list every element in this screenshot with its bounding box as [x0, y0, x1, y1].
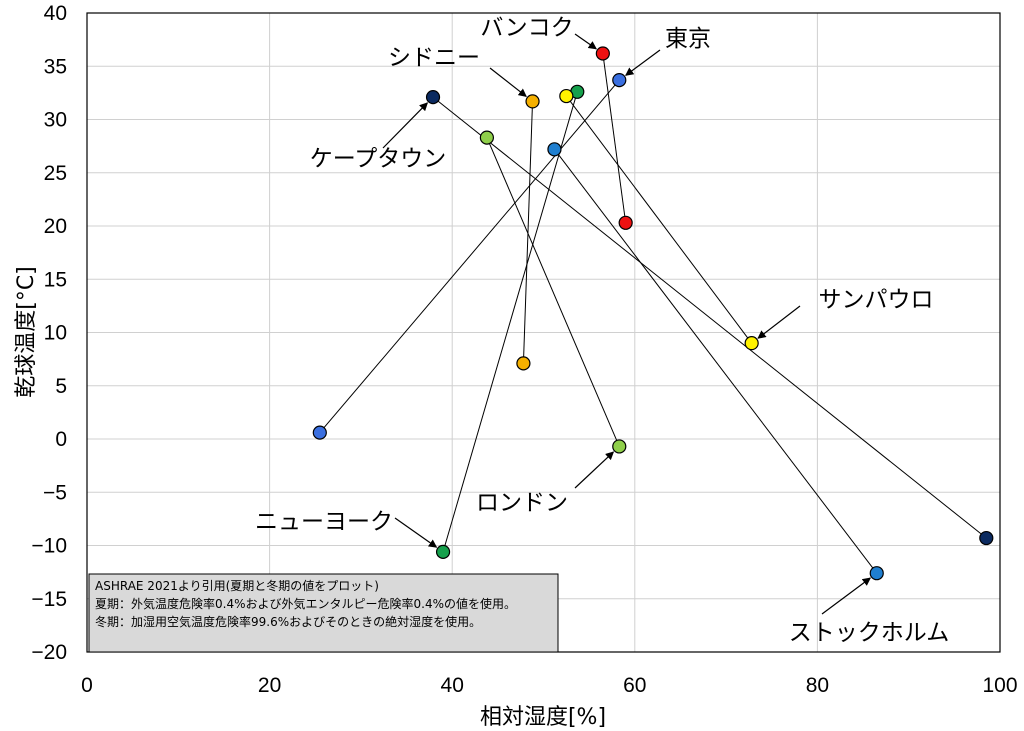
x-tick-label: 0 — [81, 674, 93, 697]
note-line-1: ASHRAE 2021より引用(夏期と冬期の値をプロット) — [95, 578, 379, 593]
label-arrow — [821, 577, 872, 615]
y-tick-label: 20 — [44, 215, 67, 238]
connector-line — [319, 79, 620, 433]
label-arrow — [625, 49, 661, 76]
label-arrow — [382, 102, 429, 149]
y-tick-label: −5 — [43, 481, 67, 504]
data-point-summer — [547, 142, 562, 157]
connector-line — [432, 96, 987, 539]
data-point-winter — [435, 544, 451, 559]
data-point-winter — [979, 530, 994, 546]
connector-lines — [319, 53, 987, 574]
data-point-winter — [744, 336, 759, 351]
city-label: ニューヨーク — [255, 509, 393, 535]
data-point-summer — [525, 94, 540, 109]
x-tick-label: 60 — [623, 674, 646, 697]
city-label: バンコク — [480, 15, 573, 41]
connector-line — [442, 91, 578, 553]
y-tick-label: 10 — [44, 322, 67, 345]
y-tick-label: −20 — [31, 641, 67, 664]
data-points — [312, 46, 994, 581]
label-arrow — [394, 517, 438, 548]
city-label: シドニー — [388, 45, 480, 71]
label-arrow — [489, 67, 527, 97]
tick-labels: 0 20 40 60 80 100 −20 −15 −10 −5 0 5 10 15 20 25 30 35 40 — [31, 2, 1017, 697]
x-tick-label: 100 — [982, 674, 1017, 697]
y-tick-label: 25 — [44, 162, 67, 185]
y-tick-label: 0 — [55, 428, 67, 451]
y-tick-label: 30 — [44, 109, 67, 132]
y-tick-label: −15 — [31, 588, 67, 611]
city-label: ロンドン — [476, 490, 568, 516]
note-line-3: 冬期：加湿用空気温度危険率99.6%およびそのときの絶対湿度を使用。 — [95, 614, 481, 629]
y-tick-label: −10 — [31, 535, 67, 558]
connector-line — [554, 149, 878, 574]
x-tick-label: 20 — [258, 674, 281, 697]
connector-line — [602, 53, 627, 223]
data-point-winter — [618, 215, 633, 230]
data-point-summer — [425, 90, 441, 105]
data-point-winter — [312, 425, 327, 440]
data-point-summer — [595, 46, 610, 61]
note-box: ASHRAE 2021より引用(夏期と冬期の値をプロット) 夏期：外気温度危険率… — [88, 573, 559, 653]
y-axis-title: 乾球温度[°C] — [14, 266, 39, 398]
label-arrow — [574, 33, 597, 50]
city-label: 東京 — [665, 26, 711, 52]
x-tick-label: 40 — [441, 674, 464, 697]
y-tick-label: 5 — [55, 375, 67, 398]
note-box-bg — [88, 573, 559, 653]
connector-line — [565, 95, 753, 344]
x-tick-label: 80 — [806, 674, 829, 697]
note-line-2: 夏期：外気温度危険率0.4%および外気エンタルピー危険率0.4%の値を使用。 — [95, 596, 516, 611]
data-point-winter — [612, 439, 627, 454]
data-point-winter — [516, 356, 531, 371]
x-axis-title: 相対湿度[%] — [480, 705, 606, 730]
label-arrows — [382, 33, 872, 615]
data-point-summer — [479, 130, 494, 145]
city-label: ケープタウン — [310, 146, 447, 172]
data-point-winter — [869, 566, 884, 581]
y-tick-label: 35 — [44, 55, 67, 78]
data-point-summer — [559, 88, 574, 104]
grid — [86, 12, 1001, 653]
label-arrow — [574, 451, 615, 489]
city-label: ストックホルム — [789, 620, 950, 646]
label-arrow — [757, 305, 801, 339]
data-point-summer — [612, 72, 627, 88]
city-label: サンパウロ — [819, 287, 934, 313]
connector-line — [486, 137, 620, 447]
y-tick-label: 15 — [44, 268, 67, 291]
y-tick-label: 40 — [44, 2, 67, 25]
